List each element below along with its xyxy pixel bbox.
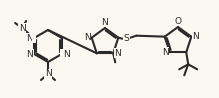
Text: N: N [26,49,33,59]
Text: N: N [102,18,108,27]
Text: N: N [45,69,51,78]
Text: N: N [84,33,91,42]
Text: N: N [26,34,33,43]
Text: N: N [63,49,70,59]
Text: N: N [162,48,169,57]
Text: N: N [192,32,199,41]
Text: S: S [123,34,129,43]
Text: N: N [63,49,70,59]
Text: O: O [175,17,182,26]
Text: N: N [19,24,26,33]
Text: N: N [114,49,121,58]
